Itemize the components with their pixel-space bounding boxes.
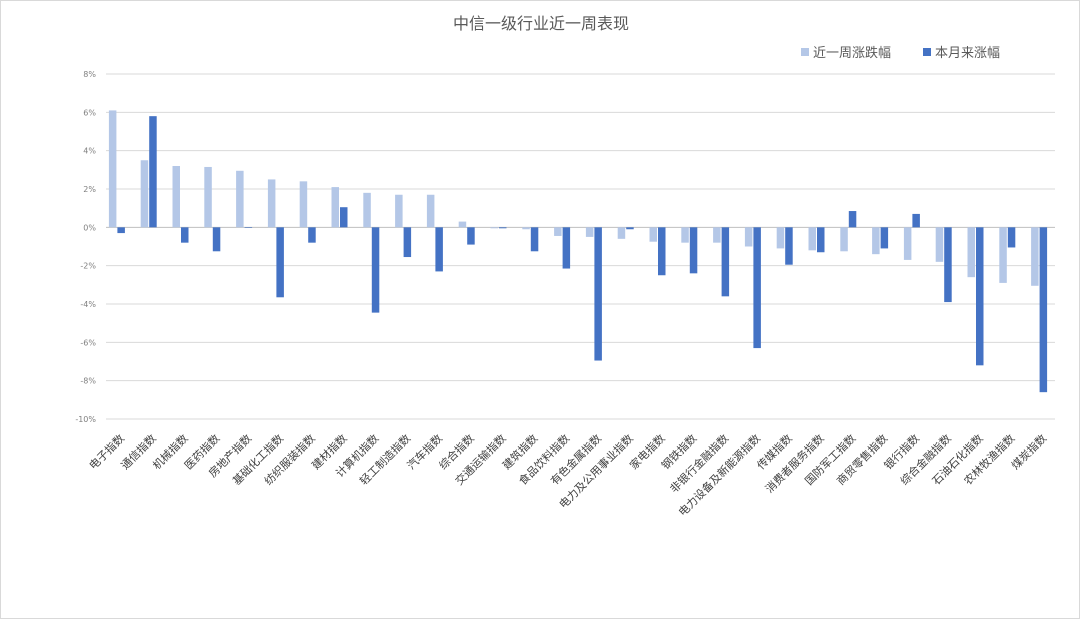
- bar-weekly: [744, 227, 753, 247]
- bar-weekly: [331, 187, 339, 228]
- bar-weekly: [140, 160, 149, 228]
- x-axis-ticks: 电子指数通信指数机械指数医药指数房地产指数基础化工指数纺织服装指数建材指数计算机…: [86, 431, 1049, 519]
- bar-monthly: [658, 227, 666, 276]
- bar-monthly: [308, 227, 316, 243]
- chart-title: 中信一级行业近一周表现: [453, 14, 629, 33]
- bar-monthly: [371, 227, 380, 313]
- bar-weekly: [840, 227, 848, 252]
- bar-monthly: [817, 227, 825, 253]
- bar-monthly: [721, 227, 730, 297]
- bar-weekly: [426, 194, 435, 228]
- bar-weekly: [299, 181, 308, 228]
- y-tick-label: -10%: [75, 415, 96, 424]
- bar-monthly: [435, 227, 443, 272]
- bar-monthly: [785, 227, 793, 265]
- y-tick-label: 2%: [83, 185, 96, 194]
- bar-monthly: [976, 227, 984, 366]
- y-tick-label: -2%: [80, 262, 96, 271]
- bar-weekly: [617, 227, 626, 239]
- bar-weekly: [872, 227, 880, 255]
- bar-monthly: [562, 227, 571, 269]
- bars: [108, 110, 1048, 393]
- bar-weekly: [776, 227, 785, 249]
- bar-weekly: [585, 227, 594, 237]
- bar-weekly: [1031, 227, 1039, 286]
- bar-weekly: [903, 227, 912, 260]
- bar-monthly: [1039, 227, 1048, 393]
- legend: 近一周涨跌幅 本月来涨幅: [801, 45, 1000, 61]
- bar-weekly: [554, 227, 562, 236]
- bar-monthly: [117, 227, 125, 234]
- bar-weekly: [395, 194, 403, 228]
- bar-weekly: [204, 166, 212, 228]
- bar-weekly: [808, 227, 816, 251]
- bar-monthly: [467, 227, 475, 245]
- bar-monthly: [244, 227, 253, 228]
- bar-weekly: [363, 192, 371, 228]
- bar-weekly: [458, 221, 467, 228]
- legend-label-weekly: 近一周涨跌幅: [813, 45, 891, 61]
- bar-weekly: [935, 227, 944, 262]
- bar-weekly: [108, 110, 117, 228]
- bar-monthly: [594, 227, 602, 361]
- y-tick-label: -4%: [80, 300, 96, 309]
- y-tick-label: -6%: [80, 338, 96, 347]
- bar-monthly: [753, 227, 761, 349]
- bar-monthly: [880, 227, 889, 249]
- bar-weekly: [713, 227, 721, 243]
- y-tick-label: -8%: [80, 377, 96, 386]
- bar-monthly: [848, 211, 857, 228]
- legend-swatch-weekly: [801, 48, 809, 56]
- bar-monthly: [340, 207, 348, 228]
- bar-weekly: [967, 227, 975, 278]
- bar-weekly: [236, 170, 244, 228]
- bar-weekly: [172, 166, 180, 228]
- y-tick-label: 6%: [83, 108, 96, 117]
- y-tick-label: 8%: [83, 70, 96, 79]
- gridlines: [106, 73, 1055, 420]
- bar-monthly: [944, 227, 952, 303]
- bar-monthly: [689, 227, 698, 274]
- bar-monthly: [149, 116, 157, 228]
- bar-monthly: [626, 227, 634, 230]
- bar-monthly: [181, 227, 189, 243]
- bar-monthly: [530, 227, 539, 252]
- legend-swatch-monthly: [923, 48, 931, 56]
- bar-monthly: [499, 227, 507, 229]
- y-tick-label: 4%: [83, 147, 96, 156]
- bar-weekly: [999, 227, 1007, 283]
- y-tick-label: 0%: [83, 223, 96, 232]
- bar-monthly: [403, 227, 412, 258]
- bar-weekly: [649, 227, 657, 242]
- x-tick-label: 煤炭指数: [1008, 431, 1049, 472]
- bar-weekly: [267, 179, 276, 228]
- bar-monthly: [276, 227, 284, 298]
- bar-monthly: [912, 213, 920, 228]
- legend-label-monthly: 本月来涨幅: [935, 46, 1000, 61]
- bar-weekly: [490, 227, 498, 229]
- bar-weekly: [522, 227, 530, 230]
- bar-monthly: [1007, 227, 1016, 248]
- y-axis-ticks: -10% -8% -6% -4% -2% 0% 2% 4% 6% 8%: [75, 70, 96, 424]
- bar-monthly: [212, 227, 221, 252]
- bar-weekly: [681, 227, 689, 243]
